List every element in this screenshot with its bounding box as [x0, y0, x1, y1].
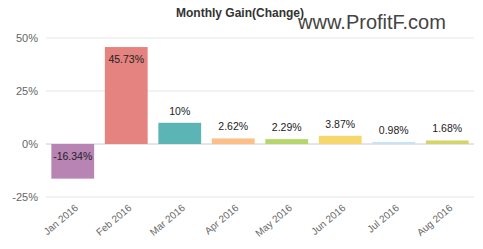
data-label: -16.34%	[53, 150, 92, 162]
data-label: 1.68%	[432, 122, 462, 134]
chart: Monthly Gain(Change)www.ProfitF.com -25% 0…	[0, 0, 483, 249]
x-tick-label: Aug 2016	[415, 202, 455, 238]
data-label: 3.87%	[325, 118, 355, 130]
bar	[158, 123, 201, 144]
bar	[105, 47, 148, 144]
y-tick-label: -25%	[12, 191, 38, 203]
data-label: 2.62%	[218, 120, 248, 132]
y-tick-label: 25%	[16, 85, 38, 97]
x-tick-label: Jun 2016	[309, 202, 348, 237]
data-label: 45.73%	[108, 53, 144, 65]
x-tick-label: Jan 2016	[41, 202, 80, 237]
bar	[372, 142, 415, 144]
y-tick-label: 50%	[16, 32, 38, 44]
grid-line	[46, 197, 474, 198]
bar	[426, 140, 469, 144]
bar	[265, 139, 308, 144]
title: Monthly Gain(Change)	[176, 6, 304, 20]
x-tick-label: Jul 2016	[365, 202, 401, 235]
x-tick-label: May 2016	[253, 202, 294, 239]
data-label: 0.98%	[379, 124, 409, 136]
bar	[319, 136, 362, 144]
grid-line	[46, 38, 474, 39]
watermark: www.ProfitF.com	[297, 11, 446, 33]
data-label: 2.29%	[272, 121, 302, 133]
x-tick-label: Mar 2016	[148, 202, 188, 238]
grid	[46, 38, 474, 197]
x-tick-label: Feb 2016	[94, 202, 134, 238]
y-tick-label: 0%	[22, 138, 38, 150]
bar	[51, 144, 94, 179]
x-tick-label: Apr 2016	[202, 202, 240, 237]
data-label: 10%	[169, 105, 190, 117]
bars	[51, 47, 468, 179]
bar	[212, 138, 255, 144]
